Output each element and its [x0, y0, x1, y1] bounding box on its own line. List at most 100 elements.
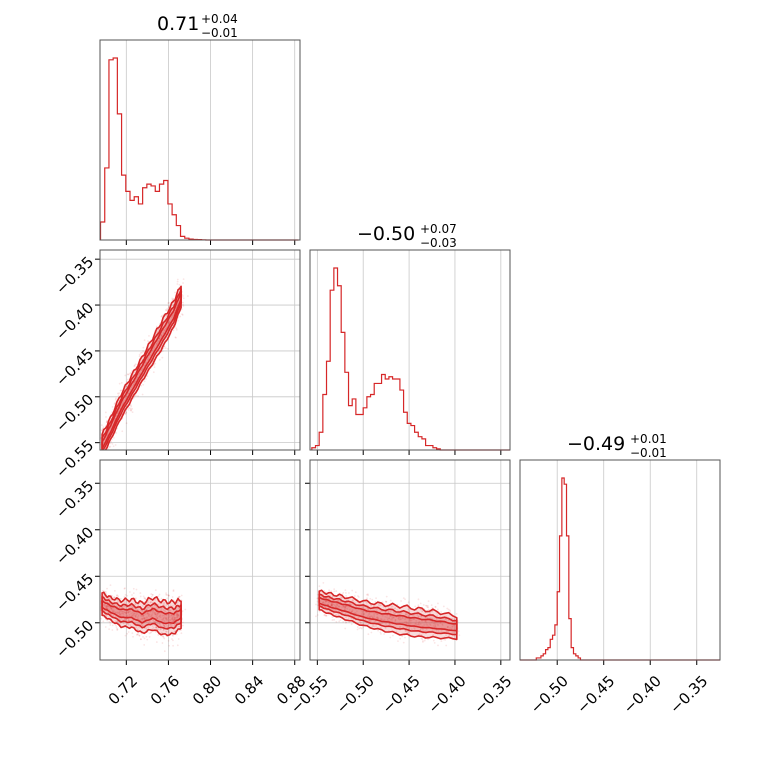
- scatter-point: [431, 629, 434, 631]
- scatter-point: [156, 330, 159, 333]
- scatter-point: [168, 321, 170, 324]
- scatter-point: [404, 630, 407, 633]
- contour-level-2: [101, 599, 182, 625]
- scatter-point: [148, 613, 150, 616]
- scatter-point: [330, 602, 333, 604]
- scatter-point: [327, 601, 330, 604]
- scatter-point: [446, 626, 449, 629]
- scatter-point: [158, 358, 161, 361]
- scatter-point: [145, 635, 148, 638]
- scatter-point: [347, 605, 349, 608]
- scatter-point: [127, 611, 130, 613]
- scatter-point: [168, 609, 171, 612]
- scatter-point: [181, 313, 183, 316]
- scatter-point: [119, 597, 122, 600]
- scatter-point: [379, 622, 382, 625]
- scatter-point: [419, 608, 422, 611]
- scatter-point: [344, 606, 347, 608]
- scatter-point: [162, 609, 165, 611]
- scatter-point: [376, 616, 378, 619]
- scatter-point: [323, 601, 325, 604]
- scatter-point: [152, 611, 154, 614]
- scatter-point: [141, 351, 143, 354]
- scatter-point: [113, 604, 116, 607]
- scatter-point: [165, 617, 168, 620]
- scatter-point: [445, 644, 448, 647]
- scatter-point: [132, 613, 135, 616]
- scatter-point: [325, 614, 328, 617]
- scatter-point: [366, 597, 368, 600]
- scatter-point: [435, 618, 438, 621]
- scatter-point: [406, 631, 409, 634]
- scatter-point: [116, 628, 119, 631]
- scatter-point: [102, 620, 105, 623]
- scatter-point: [446, 626, 449, 628]
- scatter-point: [323, 589, 326, 592]
- scatter-point: [357, 596, 360, 598]
- scatter-point: [182, 305, 185, 307]
- scatter-point: [182, 297, 185, 300]
- scatter-point: [171, 314, 174, 317]
- scatter-point: [118, 382, 121, 385]
- scatter-point: [148, 613, 151, 616]
- scatter-point: [129, 388, 132, 391]
- scatter-point: [338, 620, 341, 623]
- scatter-point: [356, 626, 359, 628]
- scatter-point: [106, 451, 108, 453]
- scatter-point: [158, 623, 161, 626]
- scatter-point: [151, 613, 153, 616]
- scatter-point: [399, 613, 401, 616]
- y-tick-label: −0.45: [52, 570, 97, 615]
- scatter-point: [356, 628, 359, 631]
- scatter-point: [366, 593, 369, 596]
- scatter-point: [160, 334, 162, 337]
- scatter-point: [111, 610, 114, 613]
- scatter-point: [172, 639, 174, 642]
- scatter-point: [120, 381, 123, 384]
- scatter-point: [416, 614, 419, 617]
- scatter-point: [392, 615, 395, 618]
- scatter-point: [328, 601, 331, 604]
- scatter-point: [427, 606, 430, 609]
- scatter-point: [149, 610, 152, 613]
- scatter-point: [170, 624, 173, 626]
- scatter-point: [140, 609, 142, 612]
- scatter-point: [388, 617, 391, 619]
- scatter-point: [122, 613, 125, 616]
- scatter-point: [157, 628, 160, 631]
- scatter-point: [137, 604, 140, 606]
- scatter-point: [162, 617, 165, 620]
- scatter-point: [335, 603, 338, 606]
- scatter-point: [123, 595, 126, 598]
- scatter-point: [122, 621, 125, 624]
- scatter-point: [429, 623, 431, 626]
- scatter-point: [118, 600, 120, 603]
- scatter-point: [167, 625, 170, 628]
- scatter-point: [394, 607, 397, 610]
- scatter-point: [178, 625, 181, 628]
- scatter-point: [172, 619, 174, 622]
- scatter-point: [140, 623, 143, 626]
- scatter-point: [399, 618, 402, 621]
- scatter-point: [331, 616, 334, 618]
- scatter-point: [146, 612, 149, 615]
- scatter-point: [145, 616, 148, 619]
- scatter-point: [168, 614, 171, 617]
- scatter-point: [344, 612, 347, 615]
- scatter-point: [163, 602, 166, 605]
- scatter-point: [360, 621, 362, 624]
- scatter-point: [379, 618, 382, 621]
- scatter-point: [139, 595, 142, 598]
- scatter-point: [158, 615, 160, 618]
- x-tick-label: −0.50: [333, 672, 378, 717]
- scatter-point: [345, 621, 348, 623]
- scatter-point: [350, 623, 353, 626]
- scatter-point: [407, 630, 410, 633]
- scatter-point: [398, 618, 401, 621]
- scatter-point: [429, 624, 432, 627]
- scatter-point: [178, 629, 180, 632]
- scatter-point: [181, 624, 184, 627]
- scatter-point: [121, 403, 124, 406]
- scatter-point: [333, 599, 336, 602]
- scatter-point: [350, 610, 353, 613]
